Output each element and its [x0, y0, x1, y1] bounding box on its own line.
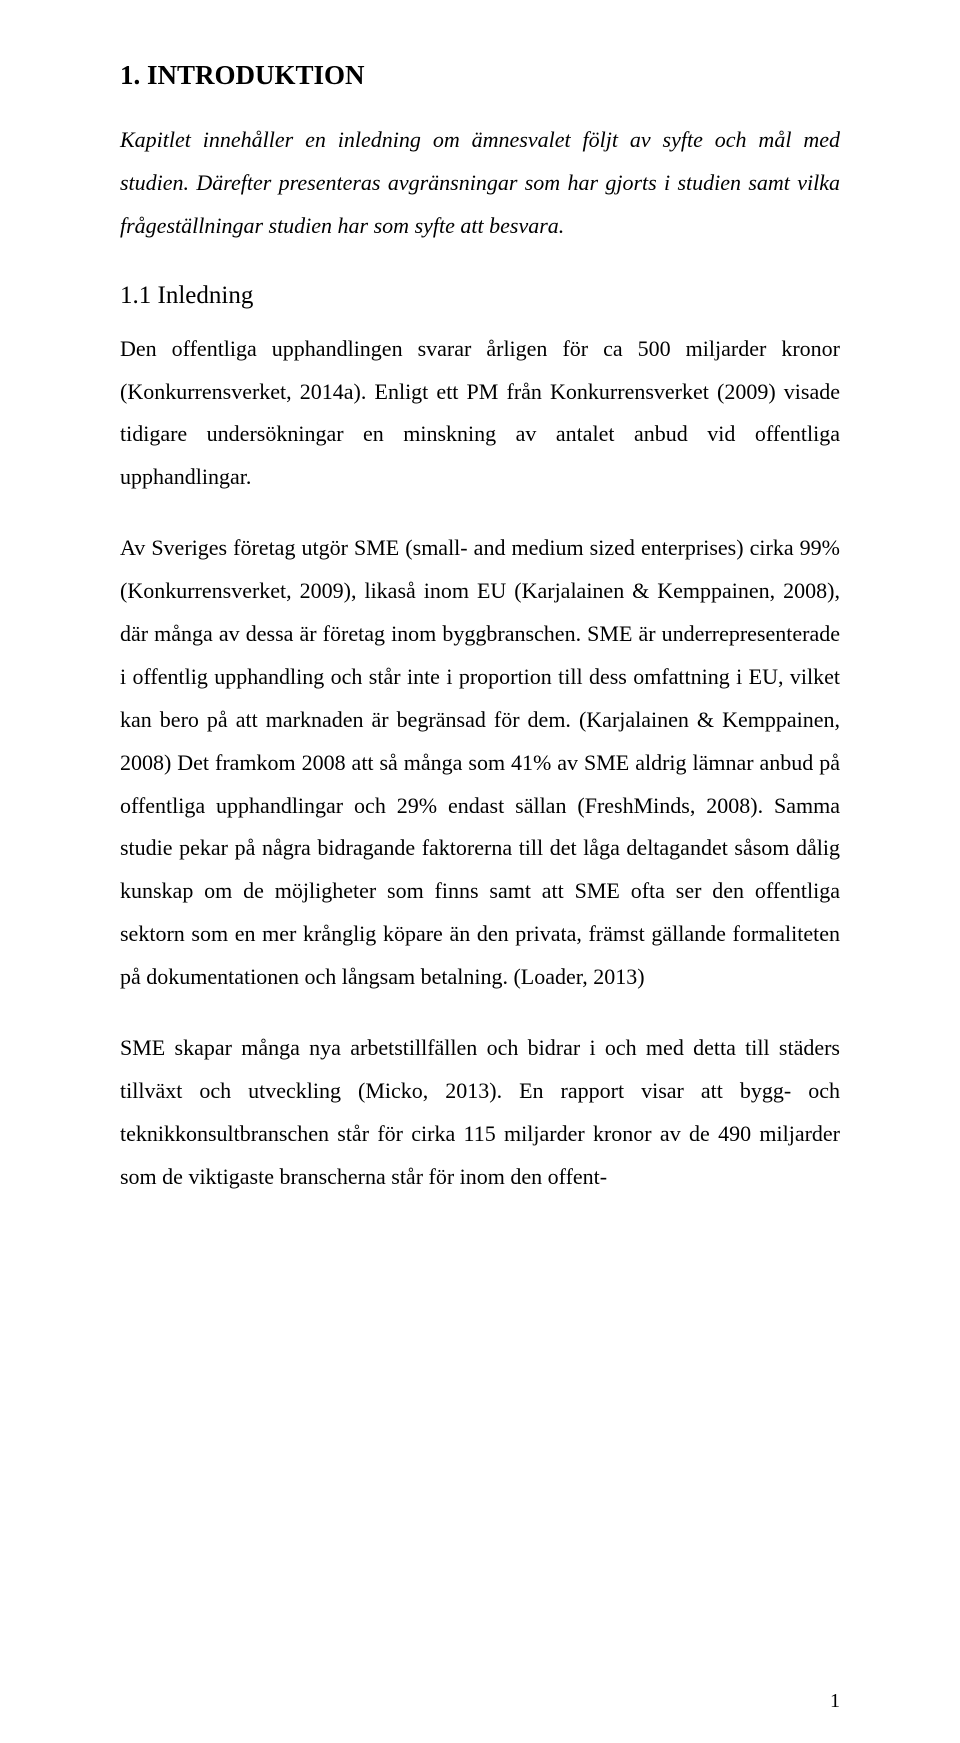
document-page: 1. INTRODUKTION Kapitlet innehåller en i… [0, 0, 960, 1743]
heading-level-2: 1.1 Inledning [120, 282, 840, 310]
body-paragraph-3: SME skapar många nya arbetstillfällen oc… [120, 1027, 840, 1199]
body-paragraph-1: Den offentliga upphandlingen svarar årli… [120, 328, 840, 500]
body-paragraph-2: Av Sveriges företag utgör SME (small- an… [120, 527, 840, 999]
heading-level-1: 1. INTRODUKTION [120, 60, 840, 91]
chapter-intro-paragraph: Kapitlet innehåller en inledning om ämne… [120, 119, 840, 248]
page-number: 1 [830, 1690, 840, 1713]
